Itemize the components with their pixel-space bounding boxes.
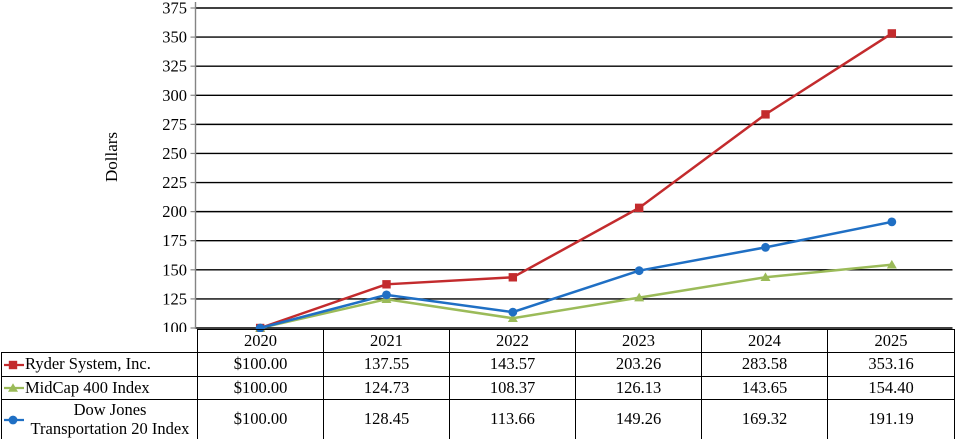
value-cell: 108.37 — [449, 376, 576, 400]
value-cell: $100.00 — [197, 352, 324, 377]
circle-marker — [382, 290, 391, 300]
value-cell: 143.65 — [701, 376, 828, 400]
y-tick-label: 300 — [162, 86, 187, 105]
value-cell: 203.26 — [575, 352, 702, 377]
table-row: MidCap 400 Index $100.00 124.73 108.37 126.1… — [1, 376, 955, 400]
value-cell: 149.26 — [575, 399, 702, 439]
square-marker — [634, 203, 644, 213]
legend-circle-icon — [4, 415, 24, 425]
triangle-marker — [8, 383, 18, 392]
y-tick-label: 275 — [162, 115, 187, 134]
table-row: Ryder System, Inc. $100.00 137.55 143.57 203… — [1, 352, 955, 377]
legend-cell: Ryder System, Inc. — [1, 352, 198, 377]
y-tick-label: 125 — [162, 289, 187, 308]
value-cell: 283.58 — [701, 352, 828, 377]
square-marker — [761, 110, 770, 119]
value-cell: 137.55 — [323, 352, 450, 377]
circle-marker — [8, 415, 18, 425]
circle-marker — [634, 266, 644, 276]
y-tick-label: 325 — [162, 57, 187, 76]
square-marker — [8, 360, 18, 369]
square-marker — [382, 280, 391, 289]
legend-square-icon — [4, 360, 24, 369]
year-header-cell: 2020 — [197, 329, 324, 353]
year-header-cell: 2021 — [323, 329, 450, 353]
value-cell: $100.00 — [197, 399, 324, 439]
y-tick-label: 200 — [162, 202, 187, 221]
table-corner-spacer — [2, 330, 198, 353]
triangle-marker — [760, 272, 771, 282]
y-tick-label: 150 — [162, 260, 187, 279]
value-cell: 126.13 — [575, 376, 702, 400]
year-header-cell: 2025 — [827, 329, 955, 353]
series-label: Dow Jones Transportation 20 Index — [30, 400, 190, 438]
circle-marker — [887, 217, 897, 227]
triangle-marker — [507, 313, 518, 323]
circle-marker — [761, 242, 770, 252]
series-square — [255, 29, 897, 332]
value-cell: 191.19 — [827, 399, 955, 439]
y-tick-label: 100 — [162, 319, 187, 333]
series-label: MidCap 400 Index — [25, 377, 150, 397]
series-label: Ryder System, Inc. — [25, 354, 151, 374]
value-cell: 113.66 — [449, 399, 576, 439]
square-marker — [508, 273, 518, 282]
legend-cell: Dow Jones Transportation 20 Index — [1, 399, 198, 439]
y-tick-label: 375 — [162, 0, 187, 18]
legend-triangle-icon — [4, 383, 24, 392]
year-header-cell: 2024 — [701, 329, 828, 353]
performance-table-body: 2020 2021 2022 2023 2024 2025 Ryder System, In… — [1, 329, 955, 439]
triangle-marker — [886, 259, 897, 269]
value-cell: 169.32 — [701, 399, 828, 439]
y-tick-label: 350 — [162, 28, 187, 47]
value-cell: 124.73 — [323, 376, 450, 400]
y-tick-label: 175 — [162, 231, 187, 250]
line-chart-plot-area: 100 125 150 175 200 225 250 275 300 325 350 375 — [162, 0, 953, 333]
legend-cell: MidCap 400 Index — [1, 376, 198, 400]
y-tick-label: 225 — [162, 173, 187, 192]
table-row: Dow Jones Transportation 20 Index $100.00… — [1, 399, 955, 439]
value-cell: 143.57 — [449, 352, 576, 377]
y-tick-label: 250 — [162, 144, 187, 163]
value-cell: 154.40 — [827, 376, 955, 400]
value-cell: 128.45 — [323, 399, 450, 439]
square-marker — [887, 29, 897, 38]
value-cell: 353.16 — [827, 352, 955, 377]
triangle-marker — [634, 292, 645, 302]
year-header-cell: 2022 — [449, 329, 576, 353]
year-header-cell: 2023 — [575, 329, 702, 353]
performance-data-table: 2020 2021 2022 2023 2024 2025 Ryder System, In… — [1, 329, 955, 439]
circle-marker — [508, 307, 518, 317]
value-cell: $100.00 — [197, 376, 324, 400]
